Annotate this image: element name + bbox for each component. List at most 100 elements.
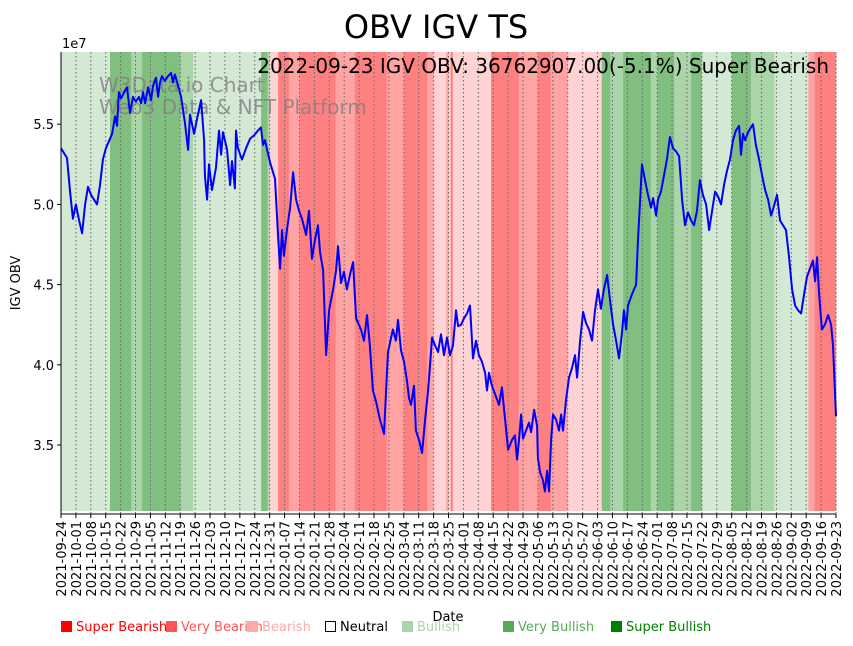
x-tick-label: 2022-09-02 (785, 521, 800, 597)
legend-swatch (402, 621, 413, 632)
x-tick-label: 2022-01-21 (308, 521, 323, 597)
x-tick-label: 2021-12-03 (204, 521, 219, 597)
band-very-bearish (550, 52, 569, 511)
x-tick-label: 2022-07-01 (651, 521, 666, 597)
x-tick-label: 2022-05-13 (547, 521, 562, 597)
legend-item-super-bearish: Super Bearish (61, 620, 167, 635)
x-tick-label: 2021-12-17 (234, 521, 249, 597)
legend-item-neutral: Neutral (325, 620, 388, 635)
x-tick-label: 2022-06-10 (606, 521, 621, 597)
y-offset-label: 1e7 (62, 37, 87, 52)
legend-swatch (611, 621, 622, 632)
y-tick-label: 4.0 (33, 359, 54, 374)
x-tick-label: 2022-02-25 (383, 521, 398, 597)
x-tick-label: 2022-07-08 (666, 521, 681, 597)
x-tick-label: 2021-10-08 (85, 521, 100, 597)
band-very-bearish (427, 52, 434, 511)
x-tick-label: 2022-04-15 (487, 521, 502, 597)
x-tick-label: 2022-03-04 (398, 521, 413, 597)
x-tick-label: 2022-03-18 (428, 521, 443, 597)
x-tick-label: 2021-10-01 (70, 521, 85, 597)
y-tick-label: 3.5 (33, 439, 54, 454)
x-tick-label: 2022-07-29 (711, 521, 726, 597)
band-bearish (567, 52, 603, 511)
band-super-bullish (731, 52, 752, 511)
x-axis-label: Date (432, 610, 463, 625)
band-super-bullish (261, 52, 268, 511)
x-tick-label: 2022-01-14 (293, 521, 308, 597)
legend-item-very-bearish: Very Bearish (166, 620, 263, 635)
x-tick-label: 2022-04-01 (457, 521, 472, 597)
x-tick-label: 2021-11-26 (189, 521, 204, 597)
x-tick-label: 2022-06-03 (592, 521, 607, 597)
band-super-bearish (278, 52, 290, 511)
legend-label: Super Bearish (76, 620, 168, 635)
x-tick-label: 2021-12-24 (249, 521, 264, 597)
y-axis-label: IGV OBV (9, 256, 24, 311)
legend-label: Super Bullish (626, 620, 712, 635)
legend-item-bullish: Bullish (402, 620, 460, 635)
band-bullish (61, 52, 111, 511)
x-tick-label: 2021-12-10 (219, 521, 234, 597)
band-super-bullish (691, 52, 703, 511)
band-super-bullish (657, 52, 675, 511)
x-tick-label: 2022-04-29 (517, 521, 532, 597)
x-tick-label: 2022-08-19 (755, 521, 770, 597)
band-bearish (452, 52, 492, 511)
y-tick-label: 5.5 (33, 118, 54, 133)
x-tick-label: 2022-03-25 (443, 521, 458, 597)
x-tick-label: 2021-09-24 (55, 521, 70, 597)
x-tick-label: 2022-05-06 (532, 521, 547, 597)
band-bearish (433, 52, 447, 511)
band-bullish (193, 52, 262, 511)
band-very-bullish (610, 52, 624, 511)
band-super-bearish (450, 52, 454, 511)
band-bearish (448, 52, 451, 511)
x-tick-label: 2022-08-12 (741, 521, 756, 597)
x-tick-label: 2022-02-04 (338, 521, 353, 597)
x-tick-label: 2022-06-17 (621, 521, 636, 597)
y-ticks: 3.5 4.0 4.5 5.0 5.5 (33, 118, 61, 454)
band-very-bullish (650, 52, 658, 511)
band-super-bearish (491, 52, 520, 511)
band-bearish (269, 52, 279, 511)
x-tick-label: 2022-08-26 (770, 521, 785, 597)
x-tick-label: 2022-01-07 (279, 521, 294, 597)
x-tick-label: 2021-10-29 (130, 521, 145, 597)
legend-swatch (247, 621, 258, 632)
band-very-bearish (386, 52, 405, 511)
x-tick-label: 2022-09-23 (830, 521, 845, 597)
band-super-bearish (299, 52, 336, 511)
legend-swatch (61, 621, 72, 632)
legend-swatch (325, 621, 336, 632)
legend-label: Bullish (417, 620, 461, 635)
x-tick-label: 2022-04-08 (472, 521, 487, 597)
x-tick-label: 2022-05-20 (562, 521, 577, 597)
band-super-bearish (814, 52, 837, 511)
band-very-bearish (808, 52, 816, 511)
chart-title: OBV IGV TS (344, 8, 528, 46)
x-tick-label: 2021-12-31 (264, 521, 279, 597)
band-very-bullish (750, 52, 775, 511)
band-super-bullish (141, 52, 181, 511)
band-very-bullish (180, 52, 194, 511)
legend-label: Very Bullish (518, 620, 595, 635)
legend-label: Bearish (262, 620, 311, 635)
x-tick-label: 2022-06-24 (636, 521, 651, 597)
grid-lines (60, 52, 837, 514)
chart-annotation: 2022-09-23 IGV OBV: 36762907.00(-5.1%) S… (257, 54, 829, 78)
x-tick-label: 2021-10-15 (100, 521, 115, 597)
x-tick-label: 2022-05-27 (577, 521, 592, 597)
legend-item-super-bullish: Super Bullish (611, 620, 711, 635)
watermark-line-1: W3Data.io Chart (99, 73, 265, 97)
x-tick-label: 2021-11-12 (159, 521, 174, 597)
sentiment-bands (61, 52, 837, 511)
x-tick-label: 2021-11-05 (144, 521, 159, 597)
x-tick-label: 2022-04-22 (502, 521, 517, 597)
x-tick-label: 2022-08-05 (726, 521, 741, 597)
x-tick-label: 2022-02-11 (353, 521, 368, 597)
x-tick-label: 2022-02-18 (368, 521, 383, 597)
band-very-bullish (674, 52, 692, 511)
band-very-bearish (288, 52, 300, 511)
